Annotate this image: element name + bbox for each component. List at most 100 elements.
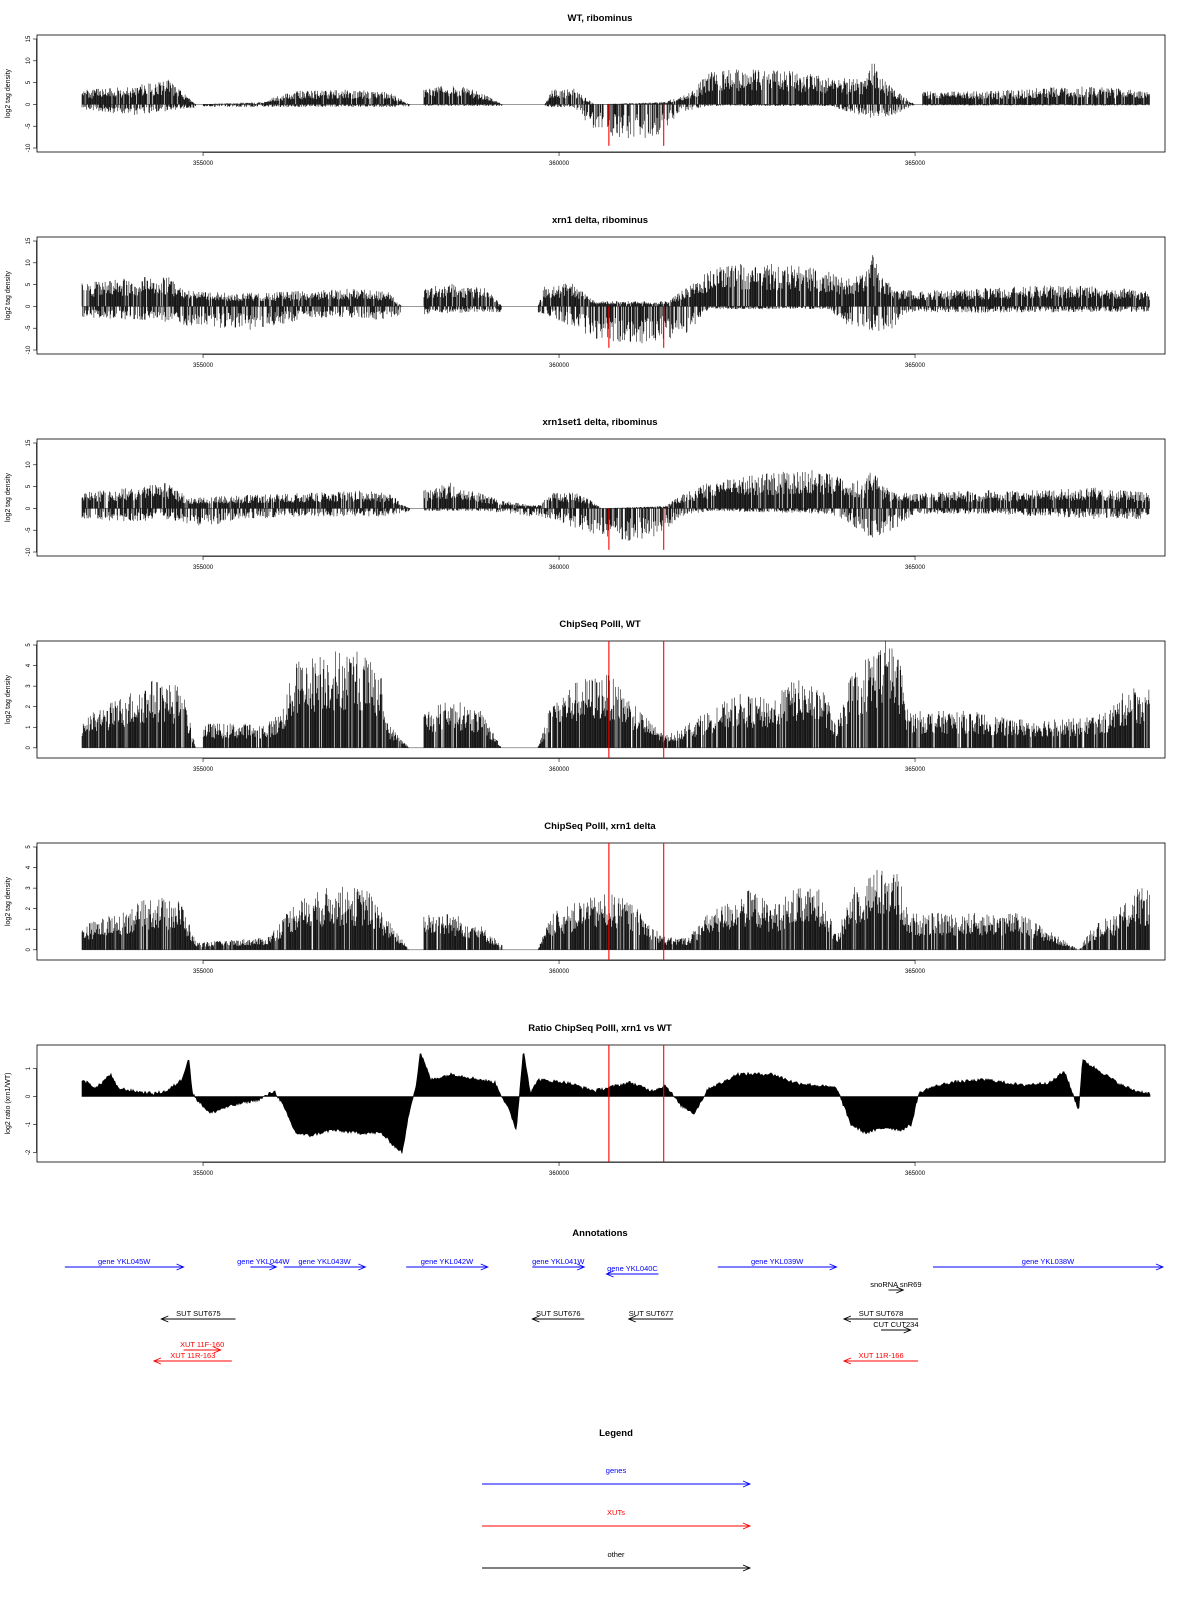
panel-6: Ratio ChipSeq PolII, xrn1 vs WT -2 -1 0 1 log…: [5, 1023, 1166, 1177]
y-tick-label: 1: [26, 927, 32, 931]
data-marks: [81, 63, 1150, 146]
x-tick-label: 355000: [193, 767, 214, 773]
x-tick-label: 355000: [193, 363, 214, 369]
minus-strand-bars: [81, 104, 1150, 139]
plot-frame: [36, 236, 1166, 355]
arrowhead-icon: [531, 1315, 540, 1323]
annotation-feature: gene YKL041W: [532, 1257, 585, 1271]
y-axis-label: log2 tag density: [5, 876, 12, 926]
y-tick-label: 5: [26, 484, 32, 488]
x-axis: 355000 360000 365000: [193, 1162, 926, 1177]
y-tick-label: 0: [26, 102, 32, 106]
y-tick-label: 4: [26, 663, 32, 667]
annotation-feature: gene YKL039W: [717, 1257, 838, 1271]
annotation-feature: XUT 11R-163: [152, 1351, 232, 1365]
data-marks: [81, 1045, 1151, 1162]
x-tick-label: 365000: [905, 363, 926, 369]
y-tick-label: 3: [26, 684, 32, 688]
x-tick-label: 360000: [549, 363, 570, 369]
annotation-feature: XUT 11F-160: [180, 1340, 224, 1354]
annotation-feature: gene YKL038W: [932, 1257, 1165, 1271]
y-tick-label: 1: [26, 1066, 32, 1070]
y-tick-label: 10: [26, 461, 32, 468]
legend-item: genes: [482, 1466, 752, 1488]
arrowhead-icon: [358, 1263, 367, 1271]
annotation-feature: gene YKL043W: [283, 1257, 367, 1271]
plus-strand-bars: [81, 63, 1150, 105]
arrowhead-icon: [903, 1326, 912, 1334]
annotations-panel: Annotations gene YKL045W gene YKL044W gene …: [64, 1228, 1165, 1365]
panel-title: xrn1set1 delta, ribominus: [542, 417, 657, 428]
x-tick-label: 355000: [193, 969, 214, 975]
y-tick-label: -1: [26, 1121, 32, 1127]
annotation-label: gene YKL042W: [421, 1257, 474, 1266]
x-tick-label: 355000: [193, 1171, 214, 1177]
arrowhead-icon: [829, 1263, 838, 1271]
annotation-label: XUT 11F-160: [180, 1340, 224, 1349]
annotation-label: gene YKL044W: [237, 1257, 290, 1266]
y-axis: -10 -5 0 5 10 15 log2 tag density: [5, 439, 37, 556]
y-axis: 0 1 2 3 4 5 log2 tag density: [5, 845, 37, 952]
plus-strand-bars: [81, 255, 1150, 307]
x-tick-label: 365000: [905, 1171, 926, 1177]
annotation-feature: XUT 11R-166: [842, 1351, 919, 1365]
arrowhead-icon: [1155, 1263, 1165, 1271]
x-tick-label: 365000: [905, 565, 926, 571]
annotation-label: SUT SUT675: [176, 1309, 220, 1318]
annotation-label: gene YKL039W: [751, 1257, 804, 1266]
y-tick-label: 10: [26, 259, 32, 266]
annotation-label: snoRNA snR69: [870, 1280, 921, 1289]
legend-label: genes: [606, 1466, 627, 1475]
annotation-feature: gene YKL044W: [237, 1257, 290, 1271]
y-tick-label: 5: [26, 845, 32, 849]
annotation-feature: SUT SUT676: [531, 1309, 585, 1323]
y-tick-label: 0: [26, 948, 32, 952]
y-axis-label: log2 tag density: [5, 674, 12, 724]
y-tick-label: 0: [26, 304, 32, 308]
x-tick-label: 365000: [905, 969, 926, 975]
arrowhead-icon: [842, 1315, 852, 1323]
y-tick-label: 0: [26, 506, 32, 510]
annotation-label: CUT CUT234: [873, 1320, 918, 1329]
panel-1: WT, ribominus -10 -5 0 5 10 15 log2 tag density…: [5, 13, 1166, 167]
y-tick-label: -5: [26, 325, 32, 331]
y-tick-label: -10: [26, 547, 32, 556]
data-marks: [81, 470, 1150, 550]
x-axis: 355000 360000 365000: [193, 556, 926, 571]
x-tick-label: 355000: [193, 565, 214, 571]
legend-title: Legend: [599, 1428, 633, 1439]
y-tick-label: -5: [26, 527, 32, 533]
y-tick-label: 3: [26, 886, 32, 890]
y-axis: -10 -5 0 5 10 15 log2 tag density: [5, 35, 37, 152]
y-tick-label: 1: [26, 725, 32, 729]
y-axis-label: log2 ratio (xrn1/WT): [5, 1073, 12, 1135]
legend-label: XUTs: [607, 1508, 625, 1517]
y-axis: 0 1 2 3 4 5 log2 tag density: [5, 643, 37, 750]
plot-frame: [36, 640, 1166, 759]
plus-strand-bars: [81, 470, 1150, 509]
annotation-label: XUT 11R-166: [858, 1351, 903, 1360]
arrowhead-icon: [627, 1315, 636, 1323]
plot-frame: [36, 438, 1166, 557]
arrowhead-icon: [152, 1357, 162, 1365]
x-tick-label: 360000: [549, 565, 570, 571]
arrowhead-icon: [213, 1346, 222, 1354]
plot-frame: [36, 34, 1166, 153]
legend-item: XUTs: [482, 1508, 752, 1530]
panel-title: ChipSeq PolII, xrn1 delta: [544, 821, 656, 832]
y-tick-label: 2: [26, 906, 32, 910]
minus-strand-bars: [82, 306, 1150, 344]
panel-title: WT, ribominus: [568, 13, 633, 24]
annotation-label: SUT SUT678: [859, 1309, 903, 1318]
y-axis: -10 -5 0 5 10 15 log2 tag density: [5, 237, 37, 354]
annotation-feature: SUT SUT675: [160, 1309, 236, 1323]
ratio-area: [81, 1053, 1151, 1154]
annotations-title: Annotations: [572, 1228, 627, 1239]
arrowhead-icon: [176, 1263, 185, 1271]
annotation-feature: CUT CUT234: [873, 1320, 919, 1334]
arrowhead-icon: [896, 1286, 905, 1294]
annotation-label: XUT 11R-163: [170, 1351, 215, 1360]
y-tick-label: 0: [26, 1094, 32, 1098]
plot-frame: [36, 1044, 1166, 1163]
